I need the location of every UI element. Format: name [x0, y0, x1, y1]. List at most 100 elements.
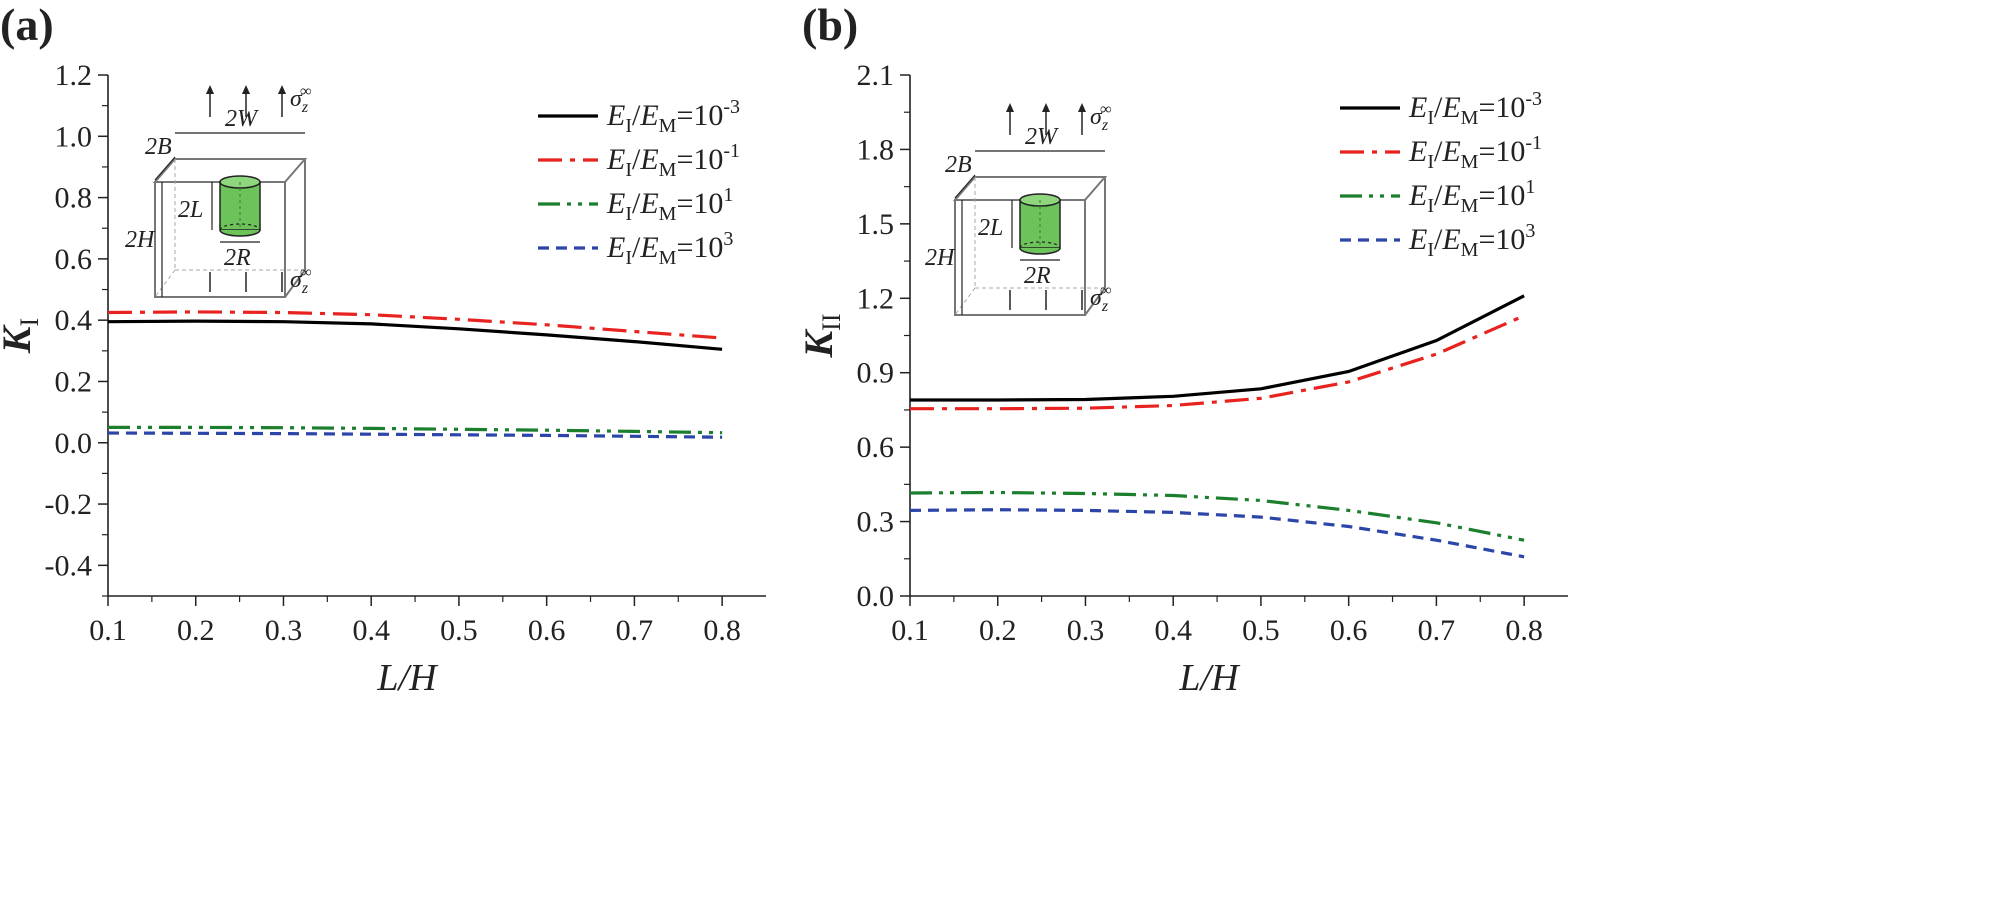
legend-exp: 3 [1525, 220, 1535, 242]
legend-den: E [639, 231, 658, 264]
load-arrow-top-head [242, 85, 250, 94]
y-tick-label: 0.6 [857, 431, 895, 464]
dim-b-line [155, 157, 175, 180]
legend-den-sub: M [1461, 239, 1479, 261]
box-hidden-edge [955, 288, 975, 315]
legend-eq: =10 [1478, 223, 1525, 256]
dim-w-label: 2W [1025, 124, 1059, 150]
legend-den: E [639, 99, 658, 132]
cylinder-bottom [220, 230, 260, 236]
y-tick-label: 1.0 [55, 120, 93, 153]
legend-exp: -1 [1525, 132, 1542, 154]
legend-den: E [1441, 135, 1460, 168]
legend-num: E [1408, 91, 1427, 124]
dim-r-label: 2R [1024, 263, 1051, 289]
y-tick-label: 0.0 [55, 427, 93, 460]
y-tick-label: 1.5 [857, 208, 895, 241]
panel-label: (b) [802, 0, 858, 50]
y-axis-title-sub: II [817, 313, 846, 330]
legend-label-1: EI/EM=10-3 [1408, 88, 1542, 129]
x-tick-label: 0.7 [616, 614, 654, 647]
legend-den: E [639, 187, 658, 220]
legend-num-sub: I [1427, 195, 1434, 217]
y-tick-label: 1.2 [55, 59, 93, 92]
y-tick-label: 1.8 [857, 133, 895, 166]
legend-label-3: EI/EM=101 [606, 184, 733, 225]
legend-num-sub: I [1427, 107, 1434, 129]
x-tick-label: 0.6 [1330, 614, 1368, 647]
legend-num: E [606, 99, 625, 132]
x-tick-label: 0.1 [891, 614, 929, 647]
panel-label: (a) [0, 0, 54, 50]
y-tick-label: 1.2 [857, 282, 895, 315]
legend-label-2: EI/EM=10-1 [606, 140, 740, 181]
legend-eq: =10 [676, 231, 723, 264]
sigma-sub: z [301, 99, 309, 116]
load-arrow-top-head [206, 85, 214, 94]
series-line-4 [108, 433, 722, 437]
x-tick-label: 0.1 [89, 614, 127, 647]
sigma-top-label: σz∞ [290, 83, 311, 116]
x-tick-label: 0.5 [440, 614, 478, 647]
y-axis-title: KI [0, 318, 44, 354]
legend-label-4: EI/EM=103 [606, 228, 733, 269]
dim-b-line [955, 175, 975, 198]
y-tick-label: 0.3 [857, 506, 895, 539]
x-tick-label: 0.4 [352, 614, 390, 647]
legend-num-sub: I [625, 203, 632, 225]
y-tick-label: 2.1 [857, 59, 895, 92]
x-tick-label: 0.4 [1154, 614, 1192, 647]
load-arrow-top-head [1078, 103, 1086, 112]
legend-num-sub: I [625, 247, 632, 269]
series-line-2 [910, 316, 1524, 409]
legend-exp: -3 [723, 96, 740, 118]
legend-den-sub: M [1461, 195, 1479, 217]
y-tick-label: 0.9 [857, 357, 895, 390]
x-axis-title: L/H [1178, 657, 1241, 699]
legend-exp: -3 [1525, 88, 1542, 110]
legend-den-sub: M [659, 159, 677, 181]
legend-label-2: EI/EM=10-1 [1408, 132, 1542, 173]
dim-b-label: 2B [945, 152, 972, 178]
cylinder-bottom [1020, 248, 1060, 254]
legend-exp: -1 [723, 140, 740, 162]
legend-num-sub: I [1427, 239, 1434, 261]
legend-den-sub: M [1461, 107, 1479, 129]
legend-den-sub: M [659, 115, 677, 137]
y-tick-label: 0.2 [55, 365, 93, 398]
x-tick-label: 0.2 [177, 614, 215, 647]
sigma-top-label: σz∞ [1090, 101, 1111, 134]
legend-eq: =10 [676, 143, 723, 176]
y-tick-label: -0.2 [45, 488, 93, 521]
legend-exp: 1 [723, 184, 733, 206]
sigma-sup: ∞ [1100, 101, 1111, 118]
legend-eq: =10 [676, 187, 723, 220]
y-tick-label: 0.0 [857, 580, 895, 613]
load-arrow-top-head [1006, 103, 1014, 112]
legend-eq: =10 [1478, 135, 1525, 168]
x-tick-label: 0.6 [528, 614, 566, 647]
legend-den: E [639, 143, 658, 176]
legend-den: E [1441, 91, 1460, 124]
dim-h-label: 2H [925, 245, 956, 271]
legend-eq: =10 [1478, 179, 1525, 212]
legend-eq: =10 [676, 99, 723, 132]
y-axis-title-sub: I [15, 318, 44, 327]
x-axis-title: L/H [376, 657, 439, 699]
x-tick-label: 0.7 [1418, 614, 1456, 647]
x-tick-label: 0.3 [1067, 614, 1105, 647]
sigma-bottom-label: σz∞ [1090, 282, 1111, 315]
x-tick-label: 0.2 [979, 614, 1017, 647]
legend-num: E [1408, 179, 1427, 212]
sigma-bottom-label: σz∞ [290, 264, 311, 297]
load-arrow-top-head [278, 85, 286, 94]
x-tick-label: 0.8 [1505, 614, 1543, 647]
y-tick-label: 0.8 [55, 182, 93, 215]
